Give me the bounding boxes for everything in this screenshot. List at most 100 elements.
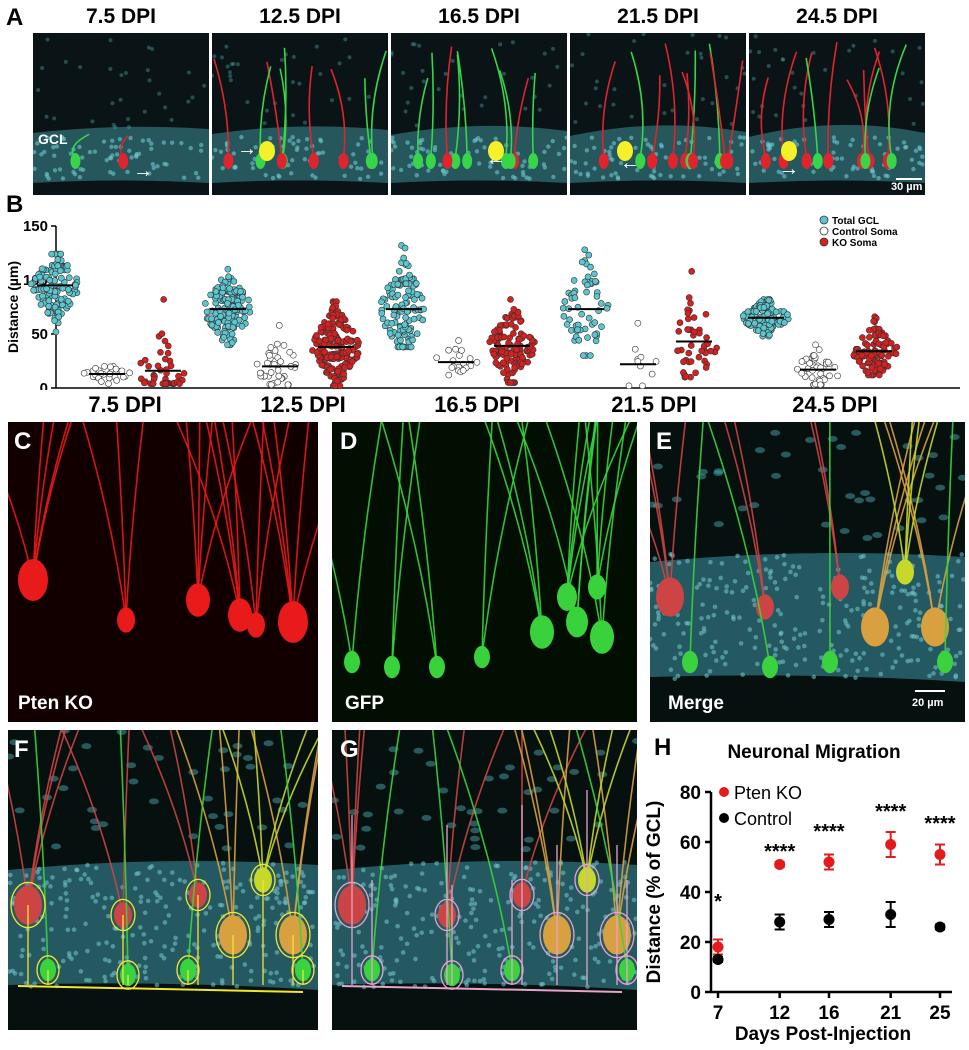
data-point (334, 336, 342, 344)
panel-label-h: H (654, 734, 672, 761)
data-point (692, 369, 699, 377)
arrow-icon: → (779, 158, 799, 180)
data-point (684, 310, 692, 317)
data-point (257, 369, 264, 377)
data-point (55, 313, 63, 321)
data-point (934, 849, 946, 860)
data-point (329, 315, 336, 322)
data-point (859, 362, 866, 370)
legend-marker (819, 226, 829, 236)
chart-title: Neuronal Migration (727, 742, 900, 763)
data-point (208, 321, 216, 329)
data-point (327, 366, 335, 373)
data-point (107, 363, 114, 371)
y-tick-label: 150 (23, 218, 48, 235)
x-tick-label: 12 (769, 1003, 790, 1024)
data-point (390, 311, 398, 319)
data-point (253, 360, 261, 368)
legend-label: Control Soma (832, 227, 898, 238)
data-point (348, 358, 356, 365)
pten-ko-label: Pten KO (18, 693, 93, 714)
data-point (318, 361, 326, 369)
data-point (885, 839, 897, 850)
data-point (875, 360, 882, 367)
data-point (51, 317, 58, 324)
data-point (224, 300, 231, 307)
data-point (212, 288, 220, 295)
data-point (340, 370, 348, 378)
data-point (745, 320, 752, 327)
data-point (333, 377, 341, 385)
data-point (513, 346, 520, 353)
category-label: 7.5 DPI (88, 392, 162, 417)
data-point (473, 359, 481, 366)
data-point (752, 307, 760, 315)
data-point (561, 298, 569, 305)
data-point (491, 328, 498, 336)
panel-e-micrograph (650, 422, 965, 722)
data-point (162, 355, 169, 363)
data-point (402, 294, 409, 301)
data-point (394, 291, 402, 299)
data-point (30, 286, 37, 294)
y-tick-label: 0 (40, 380, 48, 390)
panel-f-micrograph (8, 730, 318, 1030)
data-point (578, 310, 585, 318)
data-point (245, 296, 252, 304)
data-point (402, 280, 410, 287)
y-tick-label: 80 (680, 783, 701, 804)
panel-a-image-1 (33, 33, 209, 195)
data-point (345, 347, 352, 355)
data-point (419, 316, 427, 324)
legend-marker (719, 813, 729, 823)
data-point (274, 340, 281, 348)
data-point (445, 346, 452, 354)
data-point (400, 254, 407, 262)
data-point (324, 320, 332, 328)
timepoint-header-1: 7.5 DPI (85, 5, 157, 28)
data-point (817, 381, 824, 389)
data-point (214, 329, 222, 336)
data-point (591, 319, 599, 326)
merge-image (650, 422, 965, 722)
data-point (583, 288, 590, 296)
data-point (492, 359, 500, 367)
data-point (712, 954, 724, 965)
significance-label: **** (764, 841, 795, 863)
data-point (388, 320, 396, 327)
data-point (164, 342, 172, 350)
data-point (158, 330, 166, 337)
data-point (402, 314, 409, 321)
gfp-label: GFP (345, 693, 385, 714)
data-point (591, 331, 599, 339)
data-point (591, 270, 598, 278)
data-point (167, 362, 175, 370)
merge-label: Merge (668, 693, 724, 714)
data-point (349, 327, 357, 335)
data-point (510, 330, 517, 337)
data-point (503, 354, 511, 362)
panel-g-micrograph (332, 730, 637, 1030)
data-point (893, 343, 901, 351)
data-point (712, 941, 724, 953)
category-label: 16.5 DPI (434, 392, 520, 417)
data-point (113, 377, 120, 384)
data-point (574, 326, 581, 334)
data-point (584, 334, 591, 341)
data-point (413, 290, 421, 298)
data-point (264, 359, 271, 367)
data-point (455, 337, 462, 344)
gfp-image (332, 422, 637, 722)
data-point (157, 349, 164, 356)
data-point (498, 348, 506, 355)
scale-bar-label-a: 30 µm (891, 181, 923, 193)
data-point (687, 358, 695, 365)
data-point (45, 302, 53, 310)
data-point (695, 353, 703, 361)
data-point (36, 273, 44, 281)
data-point (511, 364, 518, 372)
data-point (27, 280, 35, 288)
data-point (54, 256, 62, 263)
data-point (772, 308, 780, 316)
data-point (826, 372, 833, 380)
